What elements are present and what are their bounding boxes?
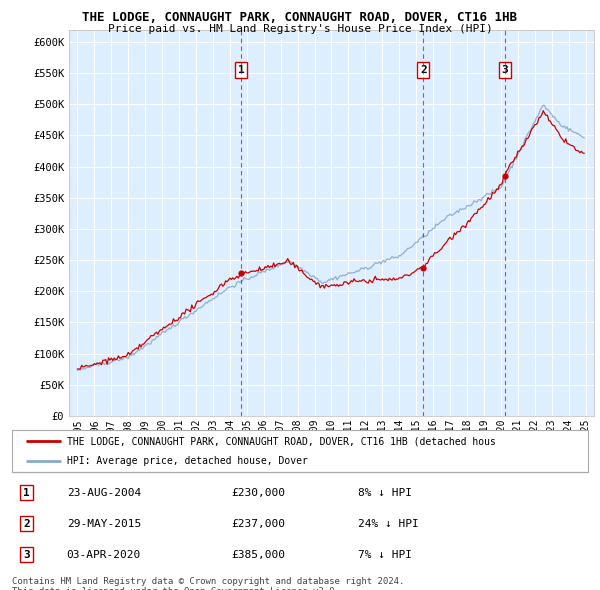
Text: £237,000: £237,000	[231, 519, 285, 529]
Text: HPI: Average price, detached house, Dover: HPI: Average price, detached house, Dove…	[67, 457, 308, 466]
Text: 03-APR-2020: 03-APR-2020	[67, 550, 141, 559]
Text: 1: 1	[23, 488, 30, 497]
Text: 2: 2	[23, 519, 30, 529]
Text: 8% ↓ HPI: 8% ↓ HPI	[358, 488, 412, 497]
Text: THE LODGE, CONNAUGHT PARK, CONNAUGHT ROAD, DOVER, CT16 1HB (detached hous: THE LODGE, CONNAUGHT PARK, CONNAUGHT ROA…	[67, 437, 496, 447]
Text: 2: 2	[420, 65, 427, 75]
Text: £385,000: £385,000	[231, 550, 285, 559]
Text: Contains HM Land Registry data © Crown copyright and database right 2024.
This d: Contains HM Land Registry data © Crown c…	[12, 577, 404, 590]
Text: Price paid vs. HM Land Registry's House Price Index (HPI): Price paid vs. HM Land Registry's House …	[107, 24, 493, 34]
FancyBboxPatch shape	[12, 430, 588, 472]
Text: 3: 3	[502, 65, 508, 75]
Text: £230,000: £230,000	[231, 488, 285, 497]
Text: THE LODGE, CONNAUGHT PARK, CONNAUGHT ROAD, DOVER, CT16 1HB: THE LODGE, CONNAUGHT PARK, CONNAUGHT ROA…	[83, 11, 517, 24]
Text: 1: 1	[238, 65, 244, 75]
Text: 23-AUG-2004: 23-AUG-2004	[67, 488, 141, 497]
Text: 7% ↓ HPI: 7% ↓ HPI	[358, 550, 412, 559]
Text: 3: 3	[23, 550, 30, 559]
Text: 24% ↓ HPI: 24% ↓ HPI	[358, 519, 418, 529]
Text: 29-MAY-2015: 29-MAY-2015	[67, 519, 141, 529]
